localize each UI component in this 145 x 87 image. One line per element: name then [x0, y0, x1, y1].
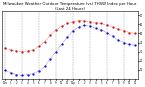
Title: Milwaukee Weather Outdoor Temperature (vs) THSW Index per Hour (Last 24 Hours): Milwaukee Weather Outdoor Temperature (v… [3, 2, 137, 11]
